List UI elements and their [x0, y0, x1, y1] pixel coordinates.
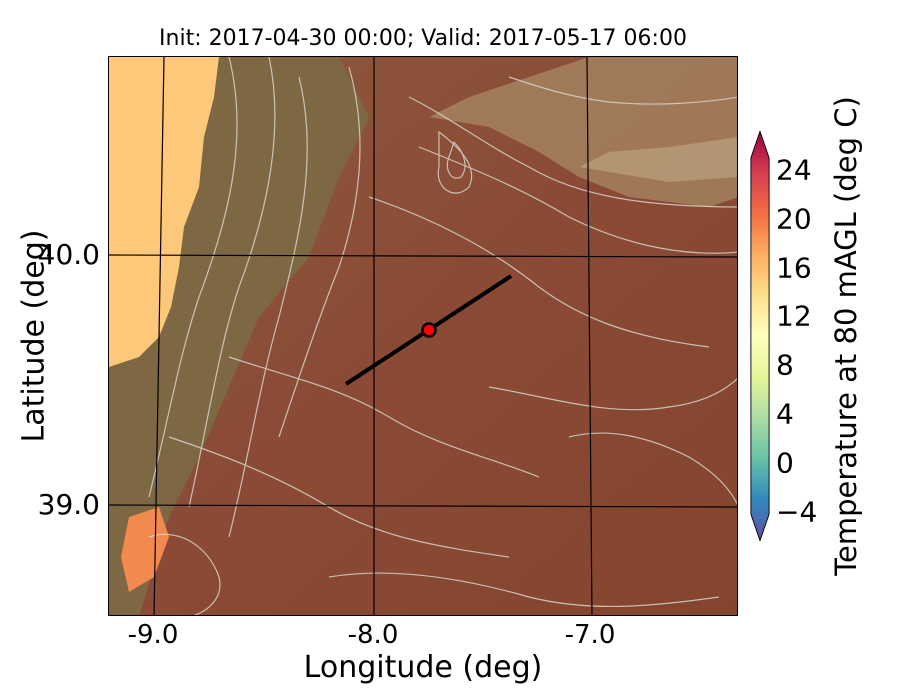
cbar-tick-8: 8: [776, 348, 794, 382]
map-panel[interactable]: [108, 56, 738, 616]
cbar-tick-20: 20: [776, 202, 812, 236]
contour-lines: [148, 57, 737, 615]
colorbar: [750, 130, 770, 542]
cbar-tick-minus-4: −4: [776, 495, 818, 529]
cbar-tick-4: 4: [776, 397, 794, 431]
y-tick-39: 39.0: [37, 488, 100, 521]
colorbar-label: Temperature at 80 mAGL (deg C): [829, 96, 863, 576]
map-canvas: [109, 57, 737, 615]
location-marker[interactable]: [421, 322, 437, 338]
cbar-tick-16: 16: [776, 251, 812, 285]
map-title: Init: 2017-04-30 00:00; Valid: 2017-05-1…: [159, 26, 687, 51]
cbar-tick-0: 0: [776, 446, 794, 480]
y-tick-40: 40.0: [37, 238, 100, 271]
x-tick-minus-9: -9.0: [127, 620, 179, 650]
x-tick-minus-7: -7.0: [564, 620, 616, 650]
upland-peak: [579, 137, 737, 182]
x-tick-minus-8: -8.0: [347, 620, 399, 650]
graticule: [109, 57, 737, 615]
warm-spot: [121, 507, 169, 592]
ocean: [109, 57, 219, 367]
cbar-tick-24: 24: [776, 153, 812, 187]
cbar-tick-12: 12: [776, 299, 812, 333]
x-axis-label: Longitude (deg): [303, 650, 543, 685]
